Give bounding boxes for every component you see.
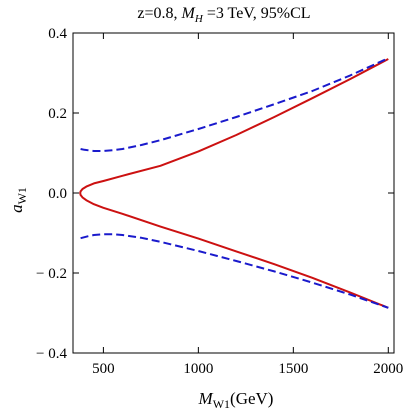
x-label-subscript: W1 (213, 397, 230, 411)
y-label-symbol: a (7, 204, 26, 213)
x-tick-label: 1500 (278, 361, 308, 377)
dashed-series-line-1 (80, 57, 389, 152)
dashed-series-line-2 (80, 233, 389, 309)
y-tick-label: 0.4 (48, 26, 67, 42)
x-tick-label: 1000 (183, 361, 213, 377)
title-prefix: z=0.8, (137, 5, 181, 22)
chart-title: z=0.8, MH =3 TeV, 95%CL (137, 5, 310, 25)
x-tick-label: 500 (92, 361, 115, 377)
y-tick-label: − 0.4 (36, 346, 67, 362)
y-tick-label: − 0.2 (36, 266, 67, 282)
y-tick-label: 0.0 (48, 186, 67, 202)
solid-series-line-0 (79, 58, 389, 309)
x-label-symbol: M (198, 389, 214, 408)
series-group (79, 57, 389, 309)
x-axis-label: MW1(GeV) (198, 389, 274, 411)
x-tick-label: 2000 (373, 361, 403, 377)
title-mass-subscript: H (194, 13, 204, 25)
y-label-subscript: W1 (15, 187, 29, 204)
y-tick-label: 0.2 (48, 106, 67, 122)
title-mass-symbol: M (181, 5, 197, 22)
x-label-unit: (GeV) (230, 389, 273, 408)
y-axis-ticks: 0.4 0.2 0.0 − 0.2 − 0.4 (36, 26, 394, 362)
title-suffix: =3 TeV, 95%CL (203, 5, 311, 22)
y-axis-label: aW1 (7, 187, 29, 213)
x-axis-ticks: 500 1000 1500 2000 (92, 33, 403, 377)
